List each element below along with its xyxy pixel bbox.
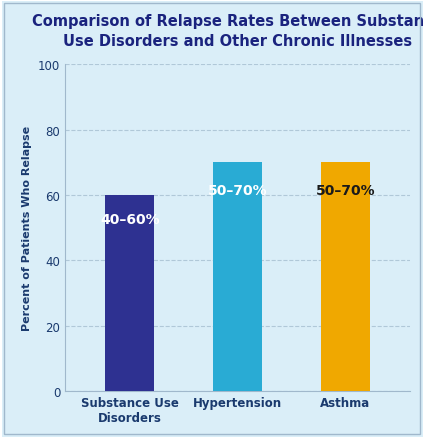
Text: 50–70%: 50–70% (208, 184, 268, 197)
Bar (106, 195, 154, 392)
Title: Comparison of Relapse Rates Between Substance
Use Disorders and Other Chronic Il: Comparison of Relapse Rates Between Subs… (32, 14, 424, 49)
Bar (321, 163, 370, 392)
Text: 50–70%: 50–70% (315, 184, 375, 197)
Y-axis label: Percent of Patients Who Relapse: Percent of Patients Who Relapse (22, 126, 32, 331)
Text: 40–60%: 40–60% (100, 212, 159, 226)
Bar (213, 163, 262, 392)
